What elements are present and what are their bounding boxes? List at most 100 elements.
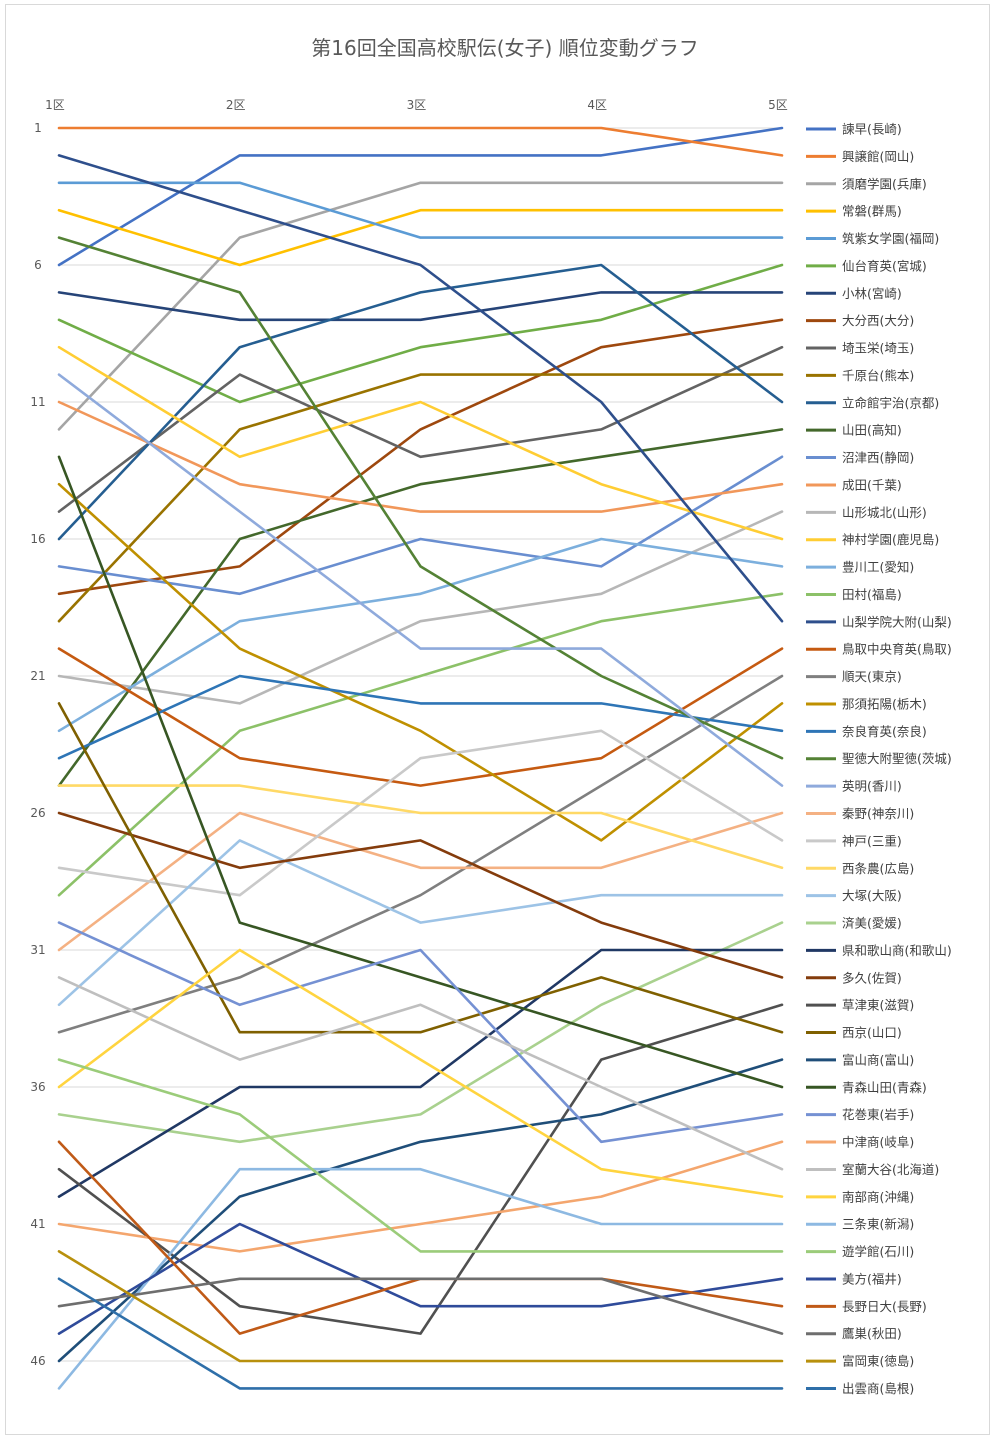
legend-item: 三条東(新潟)	[806, 1217, 914, 1232]
series-line	[57, 921, 784, 1144]
series-line	[57, 263, 784, 404]
series-line	[57, 1167, 784, 1390]
legend-label: 長野日大(長野)	[842, 1299, 927, 1314]
series-line	[57, 1140, 784, 1253]
series-line	[57, 811, 784, 979]
legend-label: 筑紫女学園(福岡)	[842, 231, 939, 246]
legend-label: 仙台育英(宮城)	[842, 258, 927, 273]
legend-item: 遊学館(石川)	[806, 1244, 914, 1259]
legend-label: 富山商(富山)	[842, 1052, 914, 1067]
series-line	[57, 455, 784, 596]
legend-item: 沼津西(静岡)	[806, 450, 914, 465]
legend-label: 富岡東(徳島)	[842, 1354, 914, 1369]
legend-item: 小林(宮崎)	[806, 286, 902, 301]
legend-label: 三条東(新潟)	[842, 1217, 914, 1232]
legend-label: 埼玉栄(埼玉)	[842, 341, 914, 356]
legend-label: 中津商(岐阜)	[842, 1135, 914, 1150]
legend-label: 美方(福井)	[842, 1271, 902, 1286]
legend-item: 県和歌山商(和歌山)	[806, 943, 952, 958]
series-line	[57, 729, 784, 897]
legend-item: 仙台育英(宮城)	[806, 258, 927, 273]
legend-label: 田村(福島)	[842, 587, 902, 602]
y-tick-label: 31	[30, 943, 45, 957]
legend-label: 神戸(三重)	[842, 833, 902, 848]
legend-item: 長野日大(長野)	[806, 1299, 927, 1314]
legend-item: 南部商(沖縄)	[806, 1189, 914, 1204]
series-line	[57, 345, 784, 541]
legend-item: 立命館宇治(京都)	[806, 395, 939, 410]
legend-label: 山梨学院大附(山梨)	[842, 614, 952, 629]
series-line	[57, 510, 784, 705]
legend-label: 鷹巣(秋田)	[842, 1326, 902, 1341]
series-line	[57, 948, 784, 1198]
series-line	[57, 702, 784, 1034]
legend-item: 出雲商(島根)	[806, 1381, 914, 1396]
legend-label: 青森山田(青森)	[842, 1080, 927, 1095]
series-line	[57, 1058, 784, 1253]
series-line	[57, 455, 784, 1089]
y-tick-label: 36	[30, 1080, 45, 1094]
legend-label: 諫早(長崎)	[842, 122, 902, 137]
legend-label: 那須拓陽(栃木)	[842, 696, 927, 711]
legend-label: 鳥取中央育英(鳥取)	[842, 642, 952, 657]
legend-item: 千原台(熊本)	[806, 368, 914, 383]
legend-label: 西条農(広島)	[842, 861, 914, 876]
series-line	[57, 181, 784, 431]
series-line	[57, 126, 784, 157]
y-tick-label: 46	[30, 1354, 45, 1368]
legend-item: 神村学園(鹿児島)	[806, 532, 939, 547]
legend-item: 聖徳大附聖徳(茨城)	[806, 751, 952, 766]
legend-item: 須磨学園(兵庫)	[806, 176, 927, 191]
legend-label: 英明(香川)	[842, 779, 902, 794]
series-line	[57, 976, 784, 1171]
legend-item: 英明(香川)	[806, 779, 902, 794]
legend-item: 富岡東(徳島)	[806, 1354, 914, 1369]
series-line	[57, 373, 784, 623]
series-line	[57, 291, 784, 322]
y-tick-label: 16	[30, 532, 45, 546]
legend-item: 草津東(滋賀)	[806, 998, 914, 1013]
series-line	[57, 318, 784, 596]
legend-item: 田村(福島)	[806, 587, 902, 602]
legend-label: 山田(高知)	[842, 423, 902, 438]
series-line	[57, 674, 784, 760]
legend-item: 常磐(群馬)	[806, 204, 902, 219]
series-line	[57, 1058, 784, 1363]
legend-item: 多久(佐賀)	[806, 970, 902, 985]
legend-label: 興譲館(岡山)	[842, 149, 914, 164]
legend-label: 立命館宇治(京都)	[842, 395, 939, 410]
x-tick-label: 3区	[407, 98, 427, 112]
legend-item: 奈良育英(奈良)	[806, 724, 927, 739]
y-tick-label: 6	[34, 258, 42, 272]
legend-item: 埼玉栄(埼玉)	[806, 341, 914, 356]
series-line	[57, 482, 784, 842]
legend-item: 西条農(広島)	[806, 861, 914, 876]
series-line	[57, 181, 784, 239]
legend-item: 西京(山口)	[806, 1025, 902, 1040]
legend-item: 豊川工(愛知)	[806, 560, 914, 575]
legend-label: 室蘭大谷(北海道)	[842, 1162, 939, 1177]
legend-item: 山田(高知)	[806, 423, 902, 438]
legend-item: 山梨学院大附(山梨)	[806, 614, 952, 629]
legend-label: 山形城北(山形)	[842, 505, 927, 520]
series-line	[57, 647, 784, 787]
legend: 諫早(長崎) 興譲館(岡山) 須磨学園(兵庫) 常磐(群馬) 筑紫女学園(福岡) 仙台育英…	[806, 122, 952, 1396]
legend-item: 興譲館(岡山)	[806, 149, 914, 164]
legend-item: 中津商(岐阜)	[806, 1135, 914, 1150]
series-line	[57, 1277, 784, 1335]
legend-item: 大塚(大阪)	[806, 888, 902, 903]
legend-item: 諫早(長崎)	[806, 122, 902, 137]
series-line	[57, 208, 784, 267]
x-tick-label: 2区	[226, 98, 246, 112]
chart-title: 第16回全国高校駅伝(女子) 順位変動グラフ	[311, 36, 698, 60]
legend-label: 豊川工(愛知)	[842, 560, 914, 575]
legend-label: 神村学園(鹿児島)	[842, 532, 939, 547]
legend-item: 花巻東(岩手)	[806, 1107, 914, 1122]
series-line	[57, 154, 784, 623]
legend-item: 美方(福井)	[806, 1271, 902, 1286]
y-tick-label: 26	[30, 806, 45, 820]
y-tick-label: 41	[30, 1217, 45, 1231]
x-tick-label: 1区	[45, 98, 65, 112]
legend-label: 奈良育英(奈良)	[842, 724, 927, 739]
